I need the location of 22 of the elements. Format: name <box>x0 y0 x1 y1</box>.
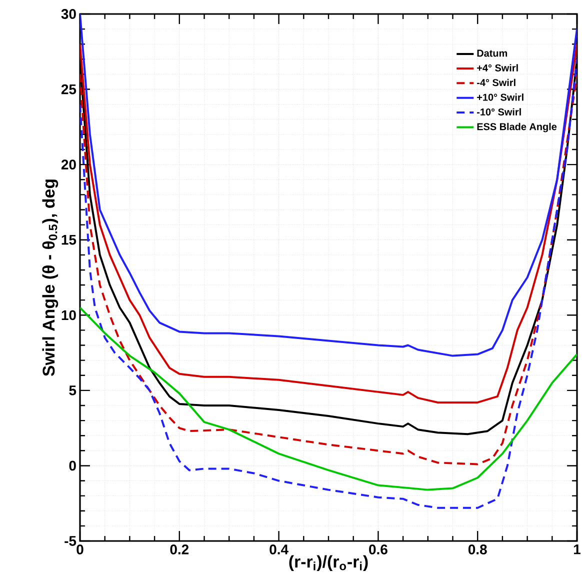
legend-label: +10° Swirl <box>477 94 524 101</box>
legend-label: -10° Swirl <box>477 108 521 116</box>
x-tick-label: 0.6 <box>369 544 388 554</box>
y-tick-label: 30 <box>61 9 76 19</box>
y-tick-label: 25 <box>61 84 76 94</box>
x-tick-label: 1 <box>574 544 580 554</box>
x-tick-label: 0 <box>76 544 84 554</box>
y-tick-label: 5 <box>69 386 76 396</box>
x-tick-label: 0.8 <box>468 544 487 554</box>
y-tick-label: 15 <box>62 234 76 245</box>
x-tick-label: 0.4 <box>270 544 288 554</box>
y-tick-label: -5 <box>64 536 76 546</box>
legend-label: ESS Blade Angle <box>477 122 557 132</box>
legend-label: Datum <box>477 50 508 57</box>
y-tick-label: 0 <box>69 460 76 471</box>
y-axis-title: Swirl Angle (θ - θ$_{0.5}$), deg <box>42 180 58 376</box>
y-tick-label: 20 <box>61 160 76 170</box>
x-tick-label: 0.2 <box>170 544 189 554</box>
legend-label: -4° Swirl <box>477 78 516 86</box>
y-tick-label: 10 <box>62 310 76 320</box>
x-axis-title: (r-r$_{i}$)/(r$_{o}$-r$_{i}$) <box>289 555 368 572</box>
legend-label: +4° Swirl <box>477 64 518 72</box>
